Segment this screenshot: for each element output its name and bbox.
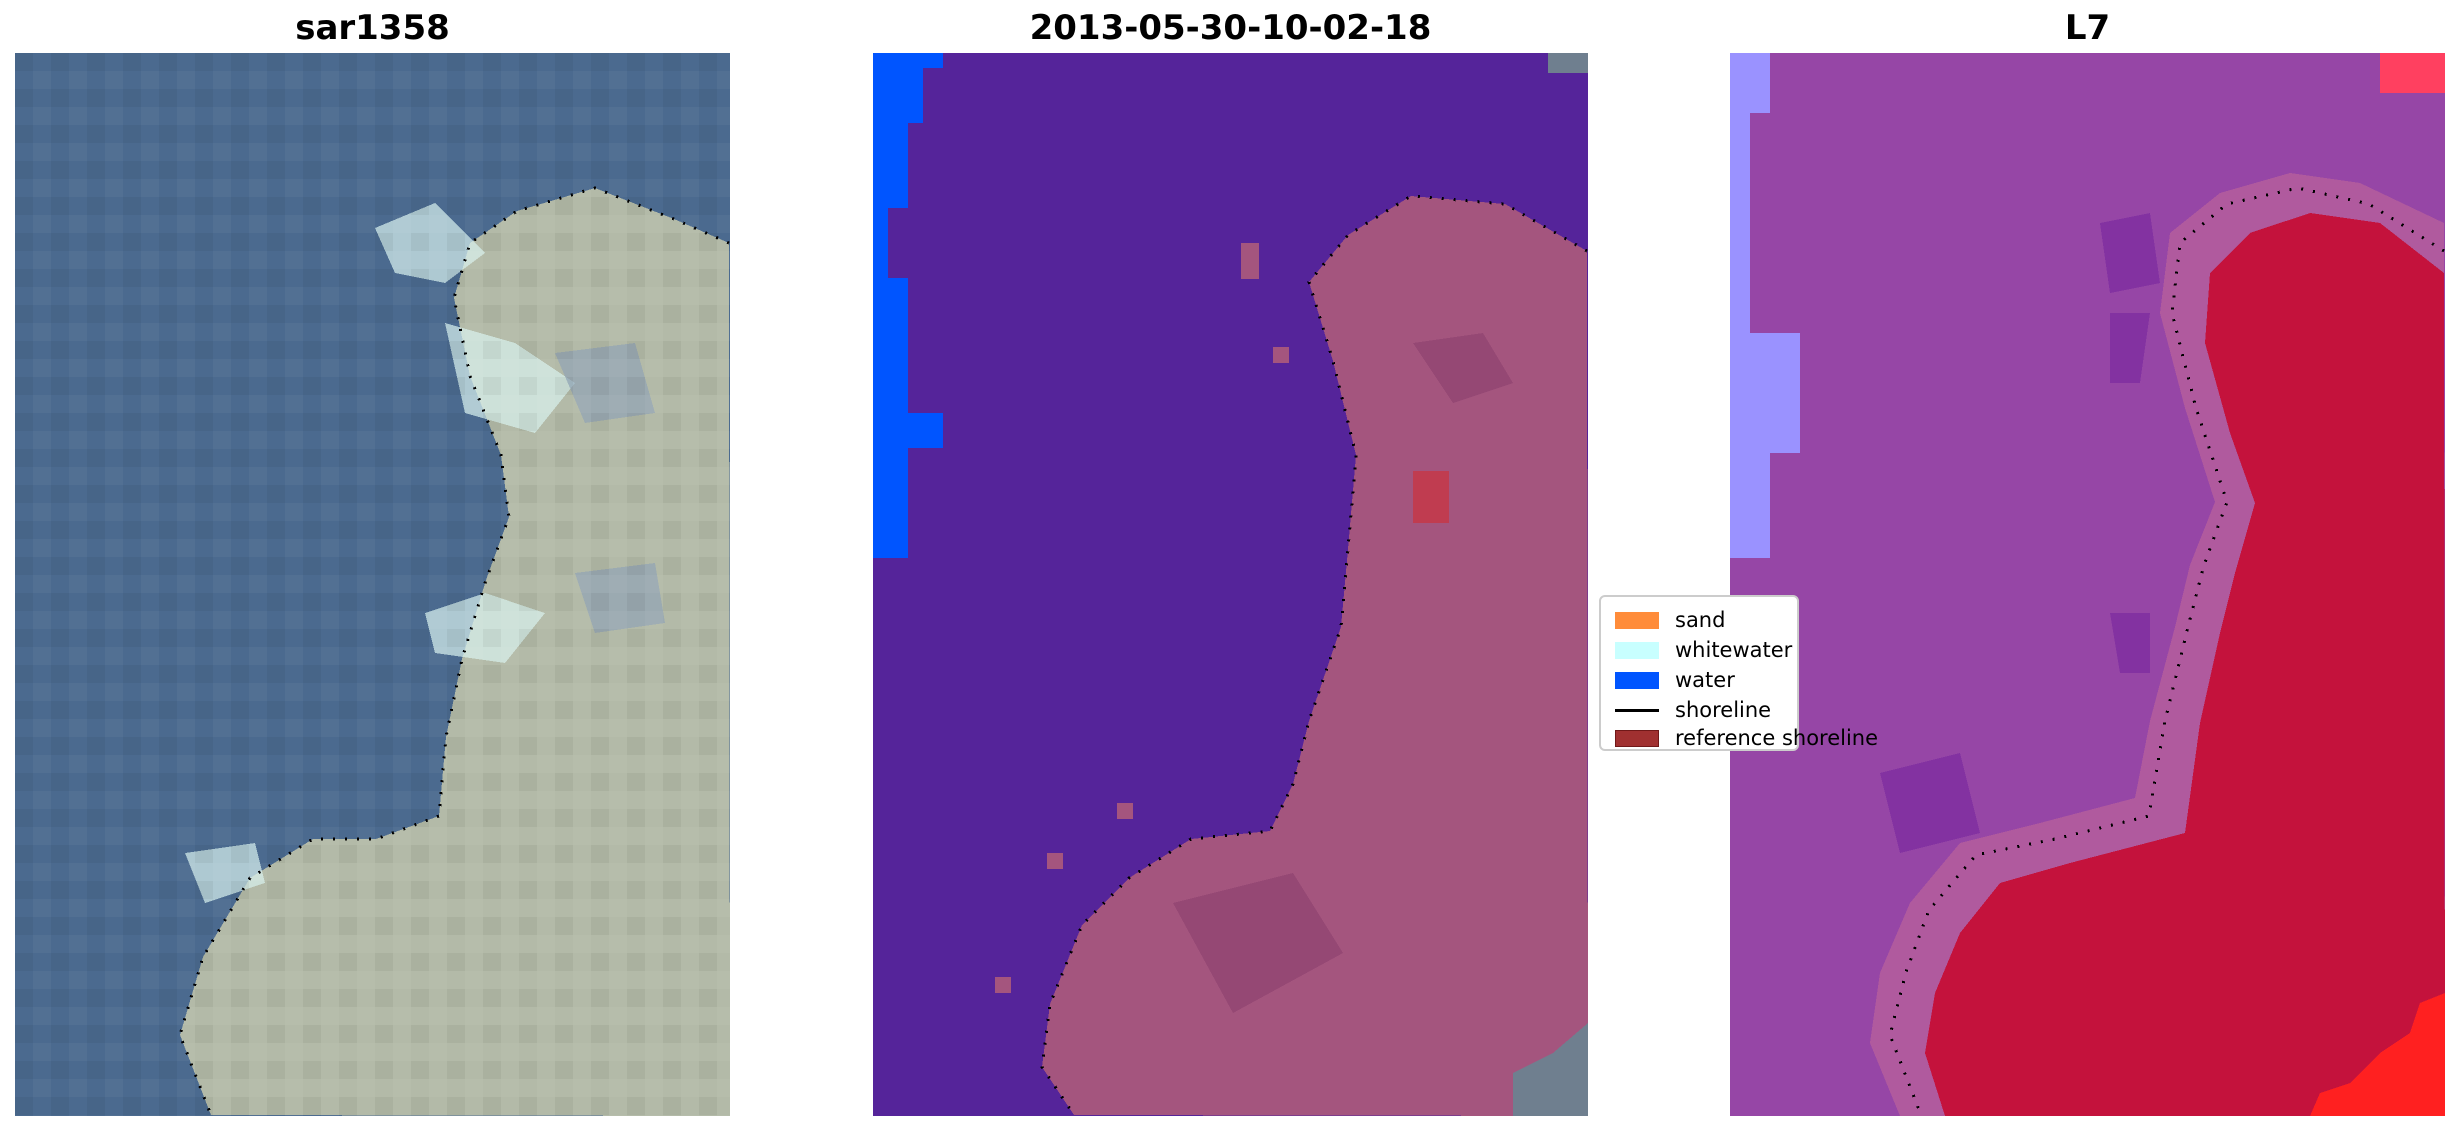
bright-area xyxy=(2310,993,2445,1116)
legend-item-whitewater: whitewater xyxy=(1615,637,1792,663)
legend-label: sand xyxy=(1675,608,1726,632)
classification-panel xyxy=(873,53,1588,1116)
reference-patch xyxy=(1413,471,1449,523)
panel-title-date: 2013-05-30-10-02-18 xyxy=(1029,8,1432,48)
land-area xyxy=(1925,213,2445,1116)
sand-swatch xyxy=(1615,611,1659,629)
water-class-strip xyxy=(873,53,943,558)
legend-label: water xyxy=(1675,668,1735,692)
legend-label: shoreline xyxy=(1675,698,1772,722)
legend-item-shoreline: shoreline xyxy=(1615,697,1771,723)
panel-title-sar: sar1358 xyxy=(295,8,450,48)
false-color-panel xyxy=(1730,53,2445,1116)
panel-title-l7: L7 xyxy=(2064,8,2111,48)
legend-item-reference-shoreline: reference shoreline xyxy=(1615,725,1878,751)
left-strip xyxy=(1730,53,1800,558)
shoreline xyxy=(1888,186,2445,1116)
shoreline-line-swatch xyxy=(1615,708,1659,712)
legend-label: whitewater xyxy=(1675,638,1793,662)
water-swatch xyxy=(1615,671,1659,689)
shoreline xyxy=(178,186,730,1116)
legend-item-sand: sand xyxy=(1615,607,1725,633)
legend-item-water: water xyxy=(1615,667,1735,693)
reference-swatch xyxy=(1615,729,1659,747)
land-class xyxy=(1042,196,1588,1116)
satellite-image-panel xyxy=(15,53,730,1116)
legend-label: reference shoreline xyxy=(1675,726,1879,750)
legend: sand whitewater water shoreline referenc… xyxy=(1599,595,1878,751)
whitewater-swatch xyxy=(1615,641,1659,659)
